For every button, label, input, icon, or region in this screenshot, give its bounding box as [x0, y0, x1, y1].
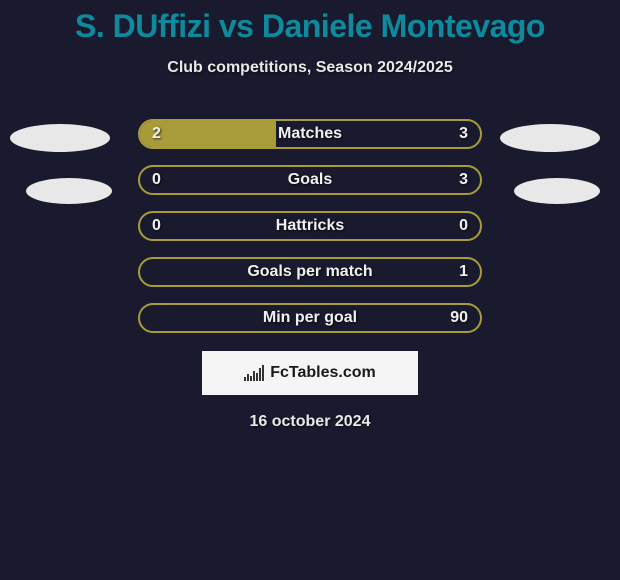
stat-value-left: 2 — [152, 125, 161, 143]
stat-value-right: 1 — [459, 263, 468, 281]
stats-area: 2 Matches 3 0 Goals 3 0 Hattricks 0 — [0, 119, 620, 333]
stat-label: Goals per match — [247, 263, 372, 281]
stat-label: Hattricks — [276, 217, 344, 235]
stat-row: Min per goal 90 — [0, 303, 620, 333]
stat-bar: 0 Hattricks 0 — [138, 211, 482, 241]
page-title: S. DUffizi vs Daniele Montevago — [0, 8, 620, 45]
stat-value-right: 3 — [459, 125, 468, 143]
stat-bar: 2 Matches 3 — [138, 119, 482, 149]
date-text: 16 october 2024 — [0, 413, 620, 431]
stat-row: 0 Goals 3 — [0, 165, 620, 195]
stat-row: 0 Hattricks 0 — [0, 211, 620, 241]
footer-brand-text: FcTables.com — [270, 364, 376, 382]
footer-logo: FcTables.com — [244, 364, 376, 382]
chart-icon — [244, 365, 266, 381]
stat-label: Goals — [288, 171, 332, 189]
stat-value-right: 3 — [459, 171, 468, 189]
footer-brand-box: FcTables.com — [202, 351, 418, 395]
stat-row: 2 Matches 3 — [0, 119, 620, 149]
stat-row: Goals per match 1 — [0, 257, 620, 287]
stat-value-left: 0 — [152, 171, 161, 189]
stat-bar: 0 Goals 3 — [138, 165, 482, 195]
stat-bar: Goals per match 1 — [138, 257, 482, 287]
stat-bar: Min per goal 90 — [138, 303, 482, 333]
stat-value-left: 0 — [152, 217, 161, 235]
subtitle: Club competitions, Season 2024/2025 — [0, 59, 620, 77]
stat-value-right: 90 — [450, 309, 468, 327]
comparison-infographic: S. DUffizi vs Daniele Montevago Club com… — [0, 0, 620, 431]
stat-value-right: 0 — [459, 217, 468, 235]
stat-label: Matches — [278, 125, 342, 143]
stat-label: Min per goal — [263, 309, 357, 327]
